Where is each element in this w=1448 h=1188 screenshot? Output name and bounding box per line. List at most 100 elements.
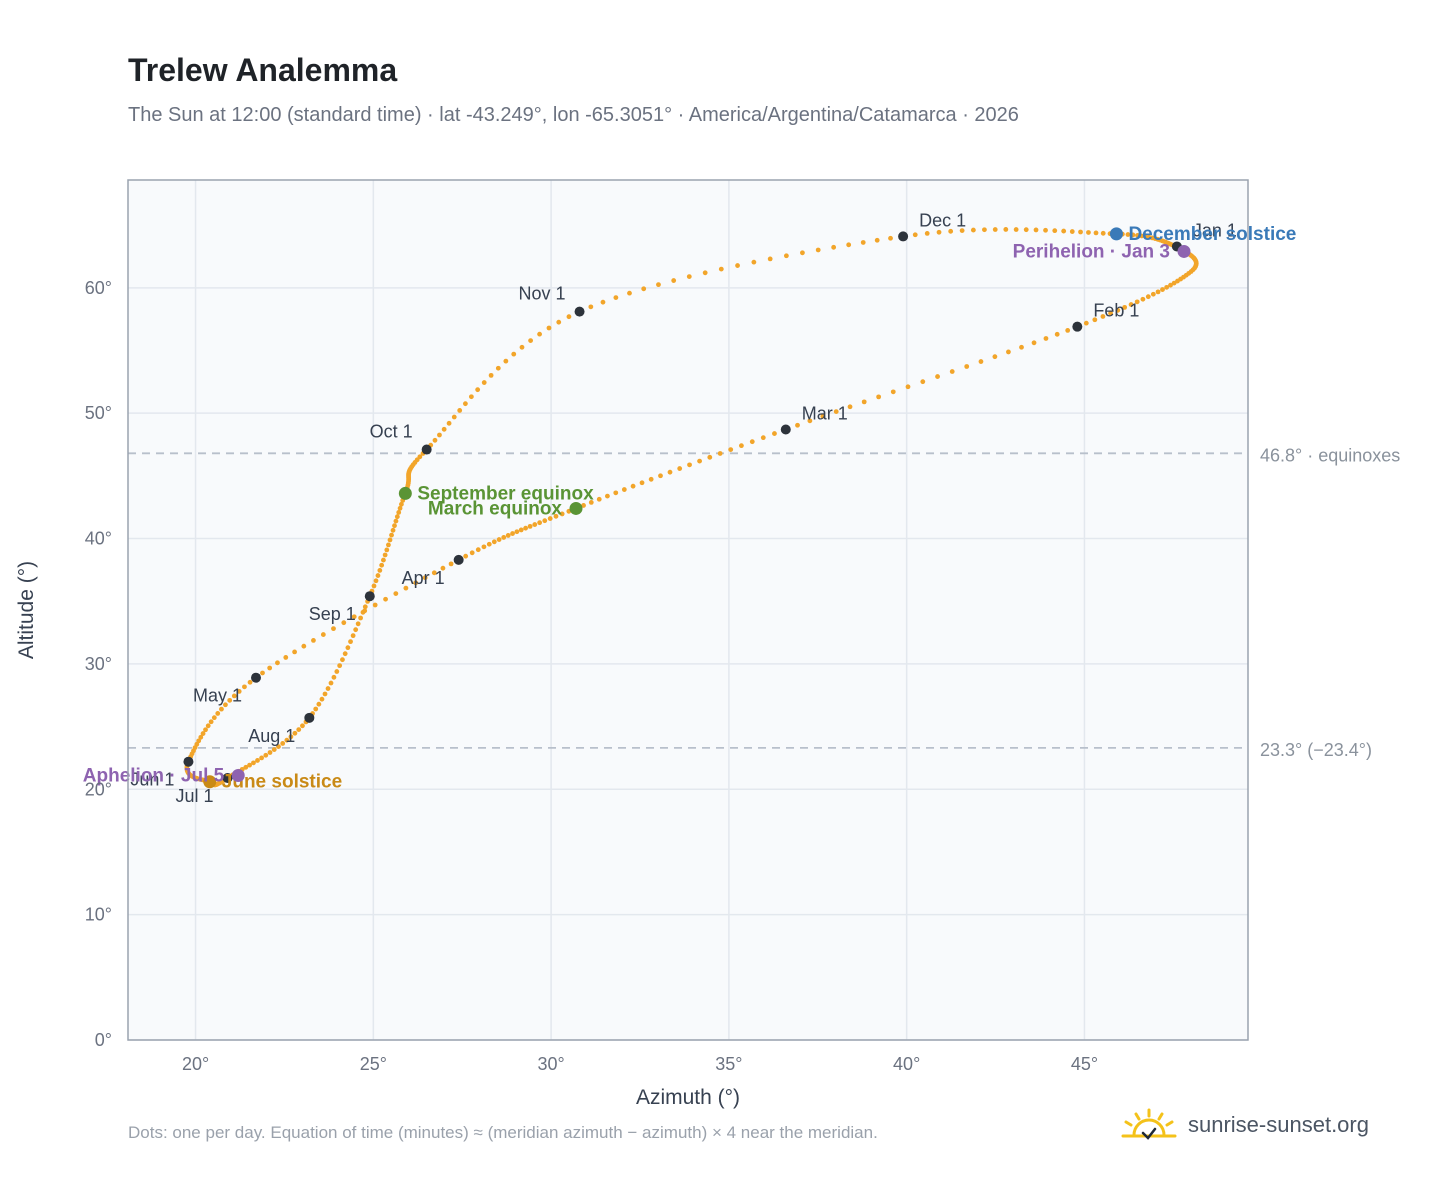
daily-sun-dot (300, 723, 305, 729)
daily-sun-dot (596, 496, 602, 502)
daily-sun-dot (739, 443, 744, 449)
daily-sun-dot (198, 734, 204, 740)
daily-sun-dot (440, 565, 446, 571)
daily-sun-dot (328, 680, 334, 686)
daily-sun-dot (417, 454, 423, 460)
daily-sun-dot (1078, 229, 1083, 235)
daily-sun-dot (215, 711, 221, 716)
daily-sun-dot (322, 691, 328, 697)
event-label: Perihelion · Jan 3 (1013, 241, 1170, 262)
daily-sun-dot (964, 364, 970, 369)
daily-sun-dot (358, 615, 363, 621)
daily-sun-dot (1164, 284, 1170, 290)
x-tick-label: 45° (1071, 1054, 1098, 1074)
x-tick-label: 25° (360, 1054, 387, 1074)
daily-sun-dot (1052, 228, 1058, 234)
reference-line-label: 46.8° · equinoxes (1260, 445, 1400, 465)
daily-sun-dot (355, 621, 361, 627)
daily-sun-dot (491, 539, 497, 545)
daily-sun-dot (718, 266, 724, 272)
daily-sun-dot (874, 237, 880, 243)
daily-sun-dot (949, 369, 955, 374)
daily-sun-dot (847, 404, 853, 410)
daily-sun-dot (1093, 230, 1099, 236)
daily-sun-dot (331, 626, 336, 632)
daily-sun-dot (422, 575, 428, 581)
daily-sun-dot (1003, 227, 1009, 232)
daily-sun-dot (382, 552, 388, 558)
daily-sun-dot (313, 706, 319, 712)
month-marker (304, 712, 315, 723)
daily-sun-dot (316, 701, 322, 707)
daily-sun-dot (1135, 233, 1140, 238)
daily-sun-dot (448, 561, 454, 567)
daily-sun-dot (677, 466, 683, 471)
x-tick-label: 30° (537, 1054, 564, 1074)
daily-sun-dot (342, 651, 348, 657)
daily-sun-dot (353, 627, 359, 633)
daily-sun-dot (219, 706, 224, 712)
daily-sun-dot (905, 384, 911, 390)
event-marker (1109, 227, 1123, 241)
daily-sun-dot (707, 454, 713, 460)
daily-sun-dot (581, 503, 586, 508)
daily-sun-dot (1128, 302, 1134, 307)
daily-sun-dot (383, 596, 388, 602)
daily-sun-dot (613, 490, 619, 496)
brand-name[interactable]: sunrise-sunset.org (1188, 1112, 1369, 1137)
daily-sun-dot (468, 394, 474, 400)
daily-sun-dot (469, 550, 475, 556)
daily-sun-dot (242, 684, 247, 690)
brand[interactable]: sunrise-sunset.org (1120, 1100, 1369, 1150)
event-marker (203, 775, 217, 789)
daily-sun-dot (463, 553, 469, 559)
daily-sun-dot (236, 688, 242, 694)
daily-sun-dot (292, 730, 298, 736)
daily-sun-dot (393, 518, 399, 524)
daily-sun-dot (372, 602, 378, 608)
daily-sun-dot (935, 374, 940, 379)
daily-sun-dot (271, 747, 277, 753)
y-tick-label: 60° (85, 278, 112, 298)
daily-sun-dot (749, 439, 755, 445)
daily-sun-dot (783, 253, 789, 259)
daily-sun-dot (260, 670, 265, 676)
daily-sun-dot (514, 529, 520, 535)
event-label: March equinox (428, 498, 563, 519)
daily-sun-dot (600, 299, 606, 305)
daily-sun-dot (831, 244, 837, 250)
daily-sun-dot (992, 354, 998, 360)
daily-sun-dot (982, 227, 987, 233)
daily-sun-dot (876, 394, 882, 400)
daily-sun-dot (351, 614, 357, 620)
daily-sun-dot (547, 516, 553, 521)
daily-sun-dot (717, 451, 723, 456)
daily-sun-dot (337, 663, 343, 669)
daily-sun-dot (559, 511, 565, 517)
month-label: Nov 1 (519, 284, 566, 304)
daily-sun-dot (936, 229, 942, 235)
month-label: Mar 1 (802, 403, 848, 423)
daily-sun-dot (1150, 291, 1156, 297)
daily-sun-dot (920, 379, 926, 385)
daily-sun-dot (978, 359, 984, 364)
daily-sun-dot (1125, 232, 1131, 237)
daily-sun-dot (340, 657, 345, 663)
daily-sun-dot (446, 420, 452, 426)
daily-sun-dot (510, 531, 515, 536)
daily-sun-dot (276, 744, 281, 749)
daily-sun-dot (227, 697, 233, 703)
daily-sun-dot (970, 227, 976, 233)
daily-sun-dot (1168, 282, 1173, 288)
daily-sun-dot (1108, 310, 1113, 316)
daily-sun-dot (292, 649, 297, 655)
month-marker (183, 756, 194, 767)
plot-area (128, 180, 1248, 1040)
daily-sun-dot (462, 401, 468, 407)
daily-sun-dot (1031, 340, 1037, 346)
daily-sun-dot (375, 573, 381, 578)
month-marker (364, 591, 375, 602)
daily-sun-dot (362, 604, 368, 610)
